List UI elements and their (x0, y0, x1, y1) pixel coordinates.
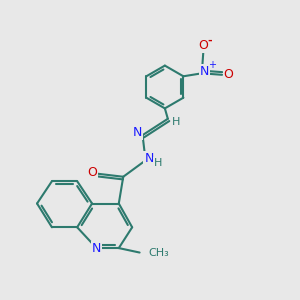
Text: H: H (172, 117, 180, 128)
Text: CH₃: CH₃ (148, 248, 169, 257)
Text: N: N (144, 152, 154, 164)
Text: O: O (198, 39, 208, 52)
Text: H: H (154, 158, 162, 168)
Text: O: O (87, 166, 97, 179)
Text: N: N (92, 242, 101, 255)
Text: N: N (133, 126, 142, 139)
Text: -: - (207, 36, 211, 46)
Text: O: O (224, 68, 233, 81)
Text: N: N (200, 65, 209, 78)
Text: +: + (208, 60, 216, 70)
